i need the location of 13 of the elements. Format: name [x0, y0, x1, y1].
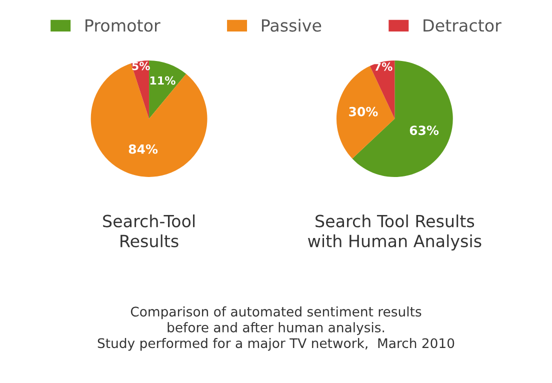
legend-label: Promotor — [86, 19, 160, 32]
data-label: 84% — [128, 144, 158, 154]
pie-slice — [149, 60, 186, 119]
text: Search-Tool Results — [103, 214, 195, 248]
text: Search Tool Results with Human Analysis — [308, 214, 482, 251]
legend-label: Detractor — [424, 19, 502, 32]
data-label: 11% — [150, 76, 176, 85]
data-label: 30% — [349, 106, 378, 116]
pie-slice — [90, 63, 208, 177]
data-label: 7% — [374, 62, 392, 71]
legend-label: Passive — [262, 18, 322, 32]
text: Comparison of automated sentiment results before and after human analysis. Study performed for a major TV network, March 2010 — [98, 306, 454, 351]
data-label: 63% — [410, 126, 439, 136]
